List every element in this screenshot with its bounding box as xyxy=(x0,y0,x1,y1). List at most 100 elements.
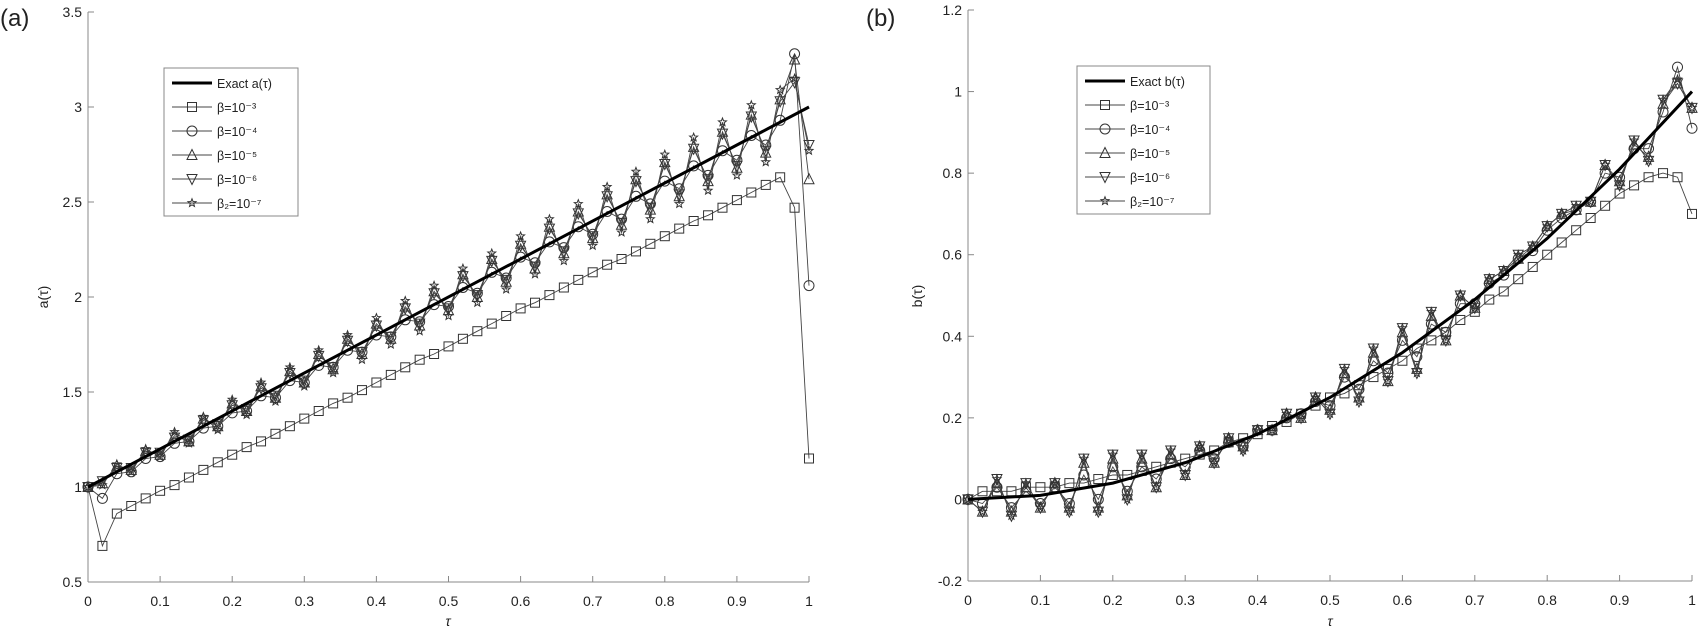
panel-a-data-point xyxy=(601,181,613,192)
panel-b-data-point xyxy=(1657,106,1669,118)
panel-a-data-point xyxy=(399,295,411,306)
panel-b-data-point xyxy=(1006,510,1017,521)
panel-b-data-point xyxy=(1092,493,1104,505)
legend-entry-label: β=10⁻⁴ xyxy=(1130,123,1170,137)
panel-b-series-triangle-down xyxy=(962,78,1698,523)
panel-a-data-point xyxy=(270,428,281,439)
panel-b: (b) τ b(τ) 0 0.1 0.2 0.3 0.4 0.5 0.6 0.7 0.8 0.9 1… xyxy=(866,2,1698,629)
panel-a-data-point xyxy=(169,426,180,437)
panel-a-x-tick-label: 0 xyxy=(84,593,92,609)
panel-b-y-tick-label: 0.6 xyxy=(943,247,963,263)
panel-a-data-point xyxy=(125,466,137,477)
panel-a-series-square xyxy=(83,172,814,551)
panel-b-series-star xyxy=(962,73,1698,521)
panel-a-data-point xyxy=(428,280,440,291)
panel-b-data-point xyxy=(1020,477,1032,488)
legend-star-icon xyxy=(186,197,198,208)
panel-a-data-point xyxy=(327,367,339,378)
panel-a-data-point xyxy=(212,424,224,435)
panel-a-data-point xyxy=(486,247,498,258)
panel-b-data-point xyxy=(1599,167,1611,179)
panel-b-legend: Exact b(τ) β=10⁻³ β=10⁻⁴ β=10⁻⁵ β=10⁻⁶ β₂=10⁻… xyxy=(1076,65,1211,215)
panel-a-data-point xyxy=(515,303,526,314)
panel-b-data-point xyxy=(1527,240,1539,252)
panel-a-data-point xyxy=(645,213,656,224)
panel-a-data-point xyxy=(688,131,699,142)
panel-b-data-point xyxy=(1556,237,1567,248)
panel-b-data-point xyxy=(1672,73,1683,84)
panel-b-data-point xyxy=(1541,220,1553,231)
panel-b-x-tick-label: 1 xyxy=(1688,592,1696,608)
panel-b-data-point xyxy=(1035,482,1046,493)
panel-a-y-tick-label: 0.5 xyxy=(63,574,83,590)
panel-a-data-point xyxy=(270,395,281,407)
panel-a-data-point xyxy=(717,202,728,213)
panel-a-data-point xyxy=(803,145,815,156)
panel-a-data-point xyxy=(457,333,468,344)
panel-a-data-point xyxy=(212,457,223,468)
panel-a-data-point xyxy=(573,274,584,285)
panel-a-data-point xyxy=(183,472,194,483)
panel-a-data-point xyxy=(788,52,801,65)
panel-a-y-axis-label: a(τ) xyxy=(35,286,51,309)
panel-b-series-triangle-up xyxy=(962,76,1698,517)
panel-a-data-point xyxy=(457,262,469,274)
panel-b-data-point xyxy=(1527,261,1538,272)
panel-a-y-tick-label: 2 xyxy=(74,289,82,305)
panel-a-data-point xyxy=(774,92,786,105)
panel-a-data-point xyxy=(400,362,411,373)
panel-b-data-point xyxy=(1657,94,1669,105)
panel-a-data-point xyxy=(717,116,728,127)
panel-a-data-point xyxy=(558,282,569,293)
panel-b-x-tick-label: 0.2 xyxy=(1103,592,1123,608)
panel-b-data-point xyxy=(1397,322,1408,333)
panel-a-series-line xyxy=(87,176,810,548)
panel-b-data-point xyxy=(1570,200,1582,211)
panel-b-y-axis-label: b(τ) xyxy=(909,285,925,308)
panel-b-data-point xyxy=(1281,408,1292,419)
panel-a-data-point xyxy=(356,385,367,396)
panel-a-data-point xyxy=(688,216,699,226)
panel-a-data-point xyxy=(659,231,670,242)
panel-b-x-tick-label: 0.1 xyxy=(1031,592,1051,608)
legend-square-icon xyxy=(1100,100,1110,110)
panel-a-data-point xyxy=(674,223,685,234)
panel-b-data-point xyxy=(1078,469,1090,481)
panel-b-data-point xyxy=(1483,273,1495,284)
panel-a-data-point xyxy=(342,329,353,340)
legend-box xyxy=(163,67,299,217)
panel-a-data-point xyxy=(803,140,815,152)
panel-b-data-point xyxy=(1411,343,1422,354)
panel-a-data-point xyxy=(746,99,757,110)
legend-entry-label: Exact b(τ) xyxy=(1130,75,1185,89)
panel-b-data-point xyxy=(1353,395,1365,407)
legend-entry-label: β=10⁻⁴ xyxy=(217,125,257,139)
panel-b-data-point xyxy=(1643,143,1655,155)
panel-b-data-point xyxy=(1512,249,1524,260)
panel-b-data-point xyxy=(1643,155,1654,166)
panel-a-exact-line xyxy=(87,105,810,489)
panel-a-data-point xyxy=(443,310,454,321)
panel-a-series-line xyxy=(87,77,810,488)
panel-b-series-square xyxy=(963,168,1697,505)
panel-a-data-point xyxy=(313,406,324,416)
panel-a-data-point xyxy=(126,501,137,511)
panel-a-data-point xyxy=(804,453,814,464)
panel-b-y-tick-label: 0.2 xyxy=(943,410,963,426)
panel-a-data-point xyxy=(587,228,599,240)
panel-a-data-point xyxy=(385,369,396,380)
panel-a-data-point xyxy=(544,213,555,224)
panel-a-data-point xyxy=(803,172,815,185)
legend-square-icon xyxy=(187,102,197,112)
panel-a-data-point xyxy=(673,198,685,209)
panel-b-data-point xyxy=(1064,506,1075,517)
panel-b-data-point xyxy=(1686,102,1698,113)
panel-b-data-point xyxy=(1686,122,1698,134)
panel-b-data-point xyxy=(1614,188,1625,199)
panel-a-y-tick-label: 3 xyxy=(74,99,82,115)
panel-a-data-point xyxy=(630,246,641,257)
panel-a-data-point xyxy=(328,398,339,409)
panel-b-data-point xyxy=(1194,440,1205,451)
panel-a-data-point xyxy=(703,210,714,221)
panel-b-data-point xyxy=(1599,159,1611,170)
